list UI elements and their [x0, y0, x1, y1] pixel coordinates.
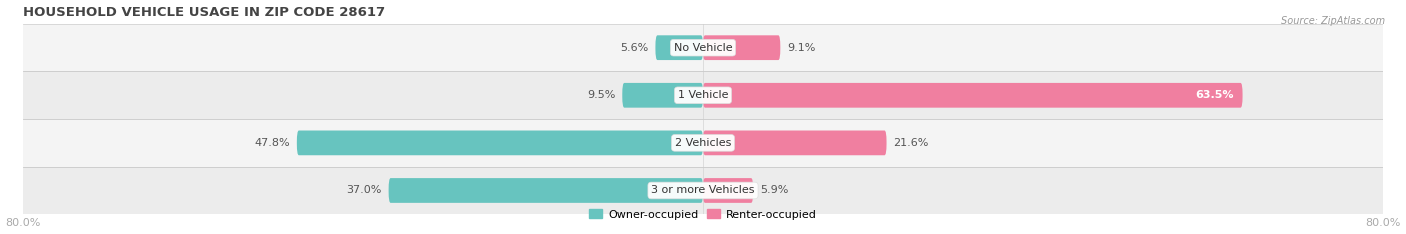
FancyBboxPatch shape [703, 35, 780, 60]
Text: 2 Vehicles: 2 Vehicles [675, 138, 731, 148]
Bar [24, 167, 1382, 214]
Bar [24, 71, 1382, 119]
Text: 3 or more Vehicles: 3 or more Vehicles [651, 186, 755, 195]
Text: 5.6%: 5.6% [620, 43, 648, 53]
FancyBboxPatch shape [655, 35, 703, 60]
Text: 47.8%: 47.8% [254, 138, 290, 148]
Text: 5.9%: 5.9% [759, 186, 789, 195]
Text: 1 Vehicle: 1 Vehicle [678, 90, 728, 100]
FancyBboxPatch shape [703, 83, 1243, 108]
FancyBboxPatch shape [623, 83, 703, 108]
Text: HOUSEHOLD VEHICLE USAGE IN ZIP CODE 28617: HOUSEHOLD VEHICLE USAGE IN ZIP CODE 2861… [24, 6, 385, 18]
FancyBboxPatch shape [388, 178, 703, 203]
Text: 63.5%: 63.5% [1195, 90, 1234, 100]
Text: 21.6%: 21.6% [893, 138, 929, 148]
Text: No Vehicle: No Vehicle [673, 43, 733, 53]
FancyBboxPatch shape [703, 178, 754, 203]
Text: 37.0%: 37.0% [346, 186, 382, 195]
Text: Source: ZipAtlas.com: Source: ZipAtlas.com [1281, 16, 1385, 26]
FancyBboxPatch shape [297, 131, 703, 155]
Legend: Owner-occupied, Renter-occupied: Owner-occupied, Renter-occupied [585, 205, 821, 224]
Text: 9.5%: 9.5% [588, 90, 616, 100]
Text: 9.1%: 9.1% [787, 43, 815, 53]
FancyBboxPatch shape [703, 131, 887, 155]
Bar [24, 24, 1382, 71]
Bar [24, 119, 1382, 167]
